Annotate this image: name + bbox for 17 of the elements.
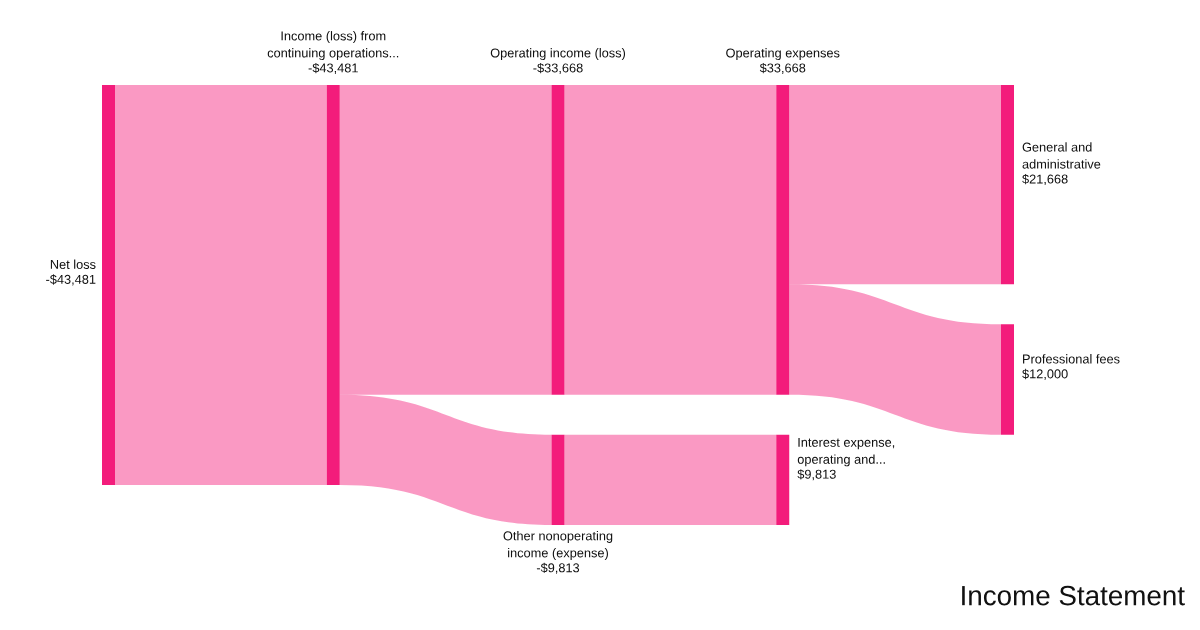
data-label: $12,000	[1022, 368, 1068, 380]
category-label: Professional fees	[1023, 354, 1120, 364]
data-label: $33,668	[759, 62, 806, 74]
category-label: Operating income (loss)	[490, 48, 626, 60]
data-label: -$43,481	[308, 62, 358, 74]
category-label: Net loss	[50, 259, 96, 269]
category-label: Income (loss) from continuing operations...	[267, 31, 399, 60]
data-label: -$9,813	[536, 562, 580, 574]
data-label: -$43,481	[46, 274, 96, 286]
category-label: General and administrative	[1022, 142, 1101, 169]
data-label: $9,813	[797, 469, 836, 481]
category-label: Interest expense, operating and...	[797, 437, 895, 467]
text: Income Statement	[962, 585, 1185, 606]
category-label: Other nonoperating income (expense)	[503, 531, 613, 560]
category-label: Operating expenses	[726, 48, 840, 60]
data-label: -$33,668	[533, 62, 583, 74]
data-label: $21,668	[1022, 173, 1068, 186]
